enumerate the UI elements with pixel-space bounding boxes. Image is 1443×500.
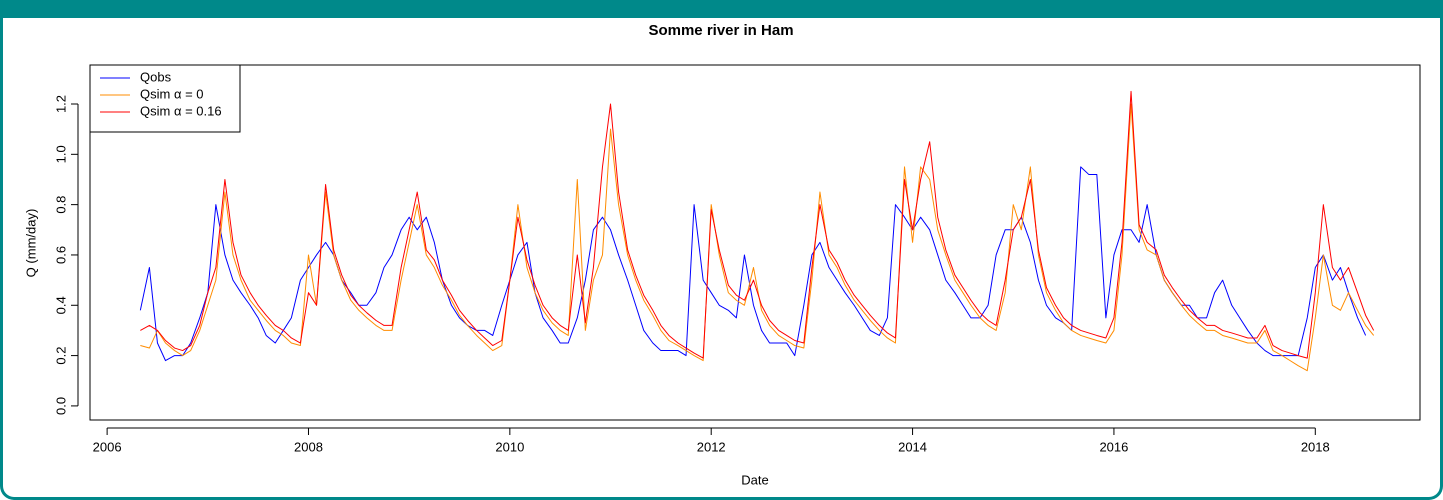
series-line bbox=[140, 103, 1375, 372]
y-axis-label: Q (mm/day) bbox=[23, 209, 38, 278]
plot-box bbox=[89, 64, 1421, 421]
y-tick-label: 0.0 bbox=[53, 397, 68, 415]
y-tick-label: 0.2 bbox=[53, 347, 68, 365]
x-tick-label: 2018 bbox=[1301, 439, 1330, 454]
x-tick-label: 2010 bbox=[495, 439, 524, 454]
x-tick-label: 2012 bbox=[697, 439, 726, 454]
y-tick-label: 1.0 bbox=[53, 145, 68, 163]
legend-label: Qsim α = 0 bbox=[140, 86, 204, 101]
y-tick-label: 0.4 bbox=[53, 296, 68, 314]
x-axis-label: Date bbox=[741, 472, 768, 487]
y-tick-label: 0.6 bbox=[53, 246, 68, 264]
x-tick-label: 2008 bbox=[294, 439, 323, 454]
x-tick-label: 2006 bbox=[93, 439, 122, 454]
y-tick-label: 0.8 bbox=[53, 196, 68, 214]
legend-label: Qobs bbox=[140, 69, 172, 84]
x-tick-label: 2016 bbox=[1099, 439, 1128, 454]
y-tick-label: 1.2 bbox=[53, 95, 68, 113]
x-tick-label: 2014 bbox=[898, 439, 927, 454]
legend-box bbox=[89, 64, 241, 133]
series-line bbox=[140, 90, 1375, 359]
series-line bbox=[139, 166, 1367, 362]
chart-title: Somme river in Ham bbox=[648, 22, 793, 39]
legend-label: Qsim α = 0.16 bbox=[140, 103, 222, 118]
